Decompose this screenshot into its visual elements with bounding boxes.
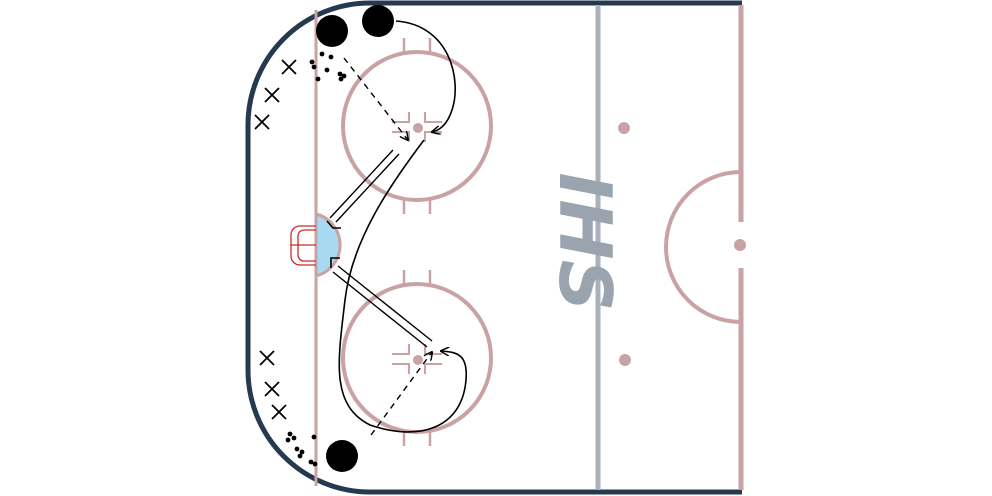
neutral-faceoff-dot-bottom <box>619 354 631 366</box>
center-faceoff-dot <box>734 239 746 251</box>
faceoff-dot-bottom <box>413 355 423 365</box>
goal-net-icon <box>290 225 316 266</box>
skate-path-long <box>338 139 467 433</box>
pass-line-top <box>343 57 408 140</box>
x-marker-icon <box>254 59 297 130</box>
puck-icon <box>309 51 347 82</box>
player-icon <box>316 15 348 47</box>
goal-crease <box>314 212 342 278</box>
faceoff-dot-top <box>413 123 423 133</box>
puck-icon <box>285 431 318 467</box>
player-icon <box>362 5 394 37</box>
neutral-faceoff-dot-top <box>618 122 630 134</box>
logo-text: IHS <box>543 173 627 312</box>
player-icon <box>326 440 358 472</box>
shot-line-top <box>326 149 400 229</box>
skate-path-top <box>395 20 456 132</box>
center-circle <box>664 170 742 324</box>
x-marker-icon <box>259 350 287 420</box>
shot-line-bottom <box>330 257 433 348</box>
